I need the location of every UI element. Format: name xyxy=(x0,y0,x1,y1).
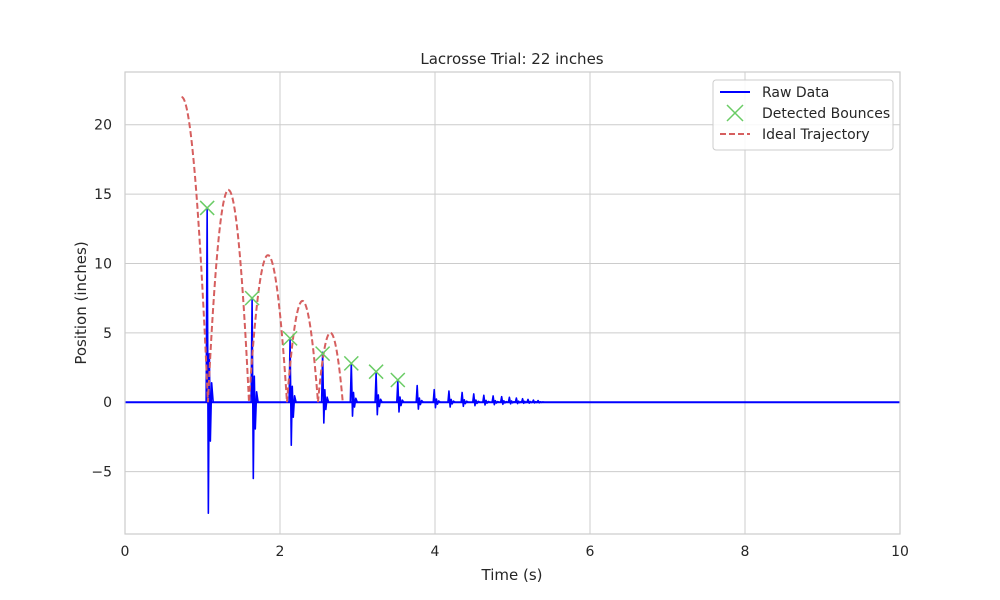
y-tick-label: 0 xyxy=(103,395,112,411)
plot-frame xyxy=(124,71,901,535)
chart-title: Lacrosse Trial: 22 inches xyxy=(420,50,603,68)
detected-bounce-marker xyxy=(244,290,260,306)
y-tick-label: 15 xyxy=(94,187,112,203)
legend-label-ideal-trajectory: Ideal Trajectory xyxy=(762,127,870,143)
detected-bounce-marker xyxy=(199,200,215,216)
raw-data-spike xyxy=(491,395,500,406)
raw-data-spike xyxy=(507,396,516,405)
y-tick-label: 10 xyxy=(94,256,112,272)
raw-data-spike xyxy=(471,393,481,407)
y-axis-label: Position (inches) xyxy=(72,241,90,364)
x-tick-label: 4 xyxy=(431,544,440,560)
raw-data-spike xyxy=(447,390,456,408)
raw-data-spike xyxy=(415,384,424,410)
detected-bounce-marker xyxy=(343,355,359,371)
raw-data-spike xyxy=(320,351,330,424)
legend-label-raw-data: Raw Data xyxy=(762,85,829,101)
raw-data-spike xyxy=(536,399,545,404)
y-tick-label: 5 xyxy=(103,326,112,342)
raw-data-spike xyxy=(396,380,405,413)
legend: Raw Data Detected Bounces Ideal Trajecto… xyxy=(712,79,894,151)
raw-data-spike xyxy=(374,372,383,416)
raw-data-spike xyxy=(499,395,508,406)
series-layer xyxy=(125,96,900,514)
x-tick-label: 6 xyxy=(586,544,595,560)
tick-labels: 0 2 4 6 8 10 −5 0 5 10 15 20 xyxy=(91,118,909,560)
y-tick-label: −5 xyxy=(91,465,112,481)
detected-bounce-marker xyxy=(368,364,384,380)
x-tick-label: 10 xyxy=(891,544,909,560)
detected-bounce-marker xyxy=(315,346,331,362)
x-tick-label: 2 xyxy=(276,544,285,560)
legend-label-detected-bounces: Detected Bounces xyxy=(762,106,890,122)
legend-box xyxy=(712,79,894,151)
detected-bounce-marker xyxy=(282,330,298,346)
x-tick-label: 8 xyxy=(741,544,750,560)
detected-bounce-marker xyxy=(390,372,406,388)
raw-data-spike xyxy=(432,388,441,409)
legend-swatch-detected-bounces xyxy=(726,104,744,122)
x-axis-label: Time (s) xyxy=(481,566,543,584)
raw-data-spike xyxy=(460,391,469,408)
y-tick-label: 20 xyxy=(94,118,112,134)
ideal-trajectory-line xyxy=(181,96,344,403)
x-tick-label: 0 xyxy=(121,544,130,560)
raw-data-spike xyxy=(482,394,491,406)
